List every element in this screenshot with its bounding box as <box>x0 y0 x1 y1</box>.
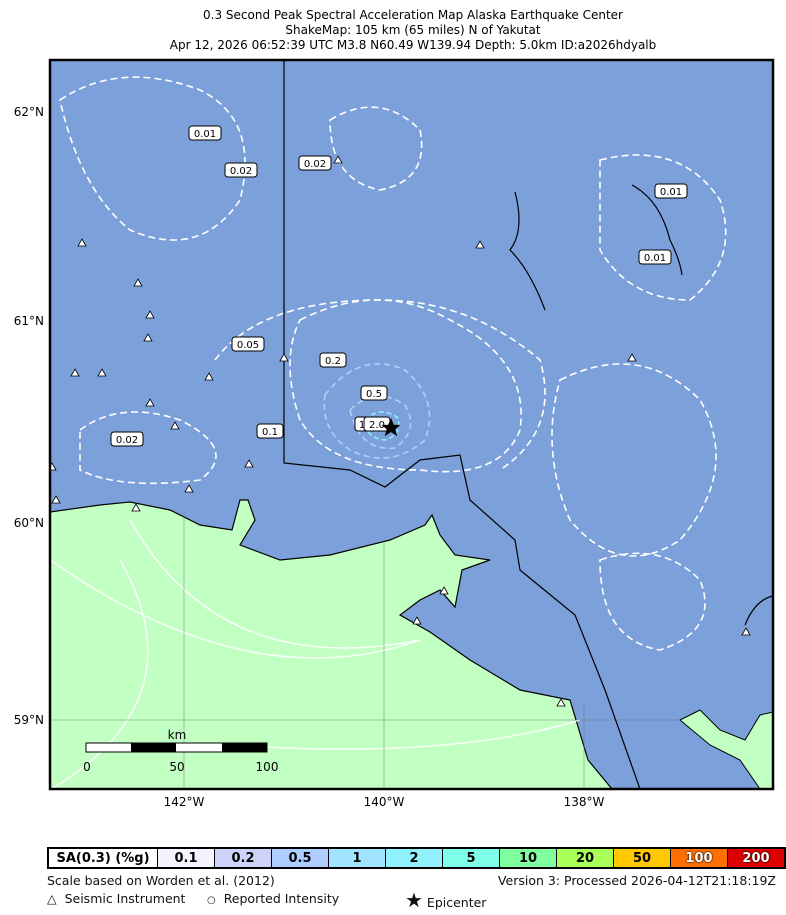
seismic-station-triangle-icon <box>97 368 107 377</box>
svg-text:2.0: 2.0 <box>369 420 385 431</box>
contour-label: 2.0 <box>363 416 391 432</box>
contour-label: 0.05 <box>231 336 265 352</box>
seismic-station-triangle-icon <box>556 698 566 707</box>
lon-tick: 140°W <box>364 795 405 809</box>
border-line <box>283 60 641 789</box>
legend-bin: 20 <box>556 849 613 867</box>
ocean-area <box>50 499 613 789</box>
contour-label: 0.2 <box>319 352 347 368</box>
seismic-station-triangle-icon <box>145 398 155 407</box>
seismic-station-triangle-icon <box>412 616 422 625</box>
legend-bin: 2 <box>385 849 442 867</box>
seismic-station-triangle-icon <box>77 238 87 247</box>
svg-text:0.01: 0.01 <box>194 129 216 140</box>
svg-text:0.02: 0.02 <box>304 159 326 170</box>
contour-label: 0.1 <box>256 423 284 439</box>
svg-text:0.1: 0.1 <box>262 427 278 438</box>
epicenter-label: Epicenter <box>426 895 487 910</box>
legend-bin: 10 <box>499 849 556 867</box>
contour-label: 0.01 <box>188 125 222 141</box>
lon-tick: 142°W <box>164 795 205 809</box>
svg-text:0.02: 0.02 <box>116 435 138 446</box>
seismic-station-triangle-icon <box>627 353 637 362</box>
seismic-station-triangle-icon <box>133 278 143 287</box>
svg-text:0.01: 0.01 <box>660 187 682 198</box>
seismic-station-triangle-icon <box>145 310 155 319</box>
shakemap: 0.01 0.02 0.02 0.01 0.01 0.05 0.2 0.5 1 2.0 0.1 0.0… <box>14 58 775 809</box>
lat-tick: 60°N <box>14 516 44 530</box>
map-title: 0.3 Second Peak Spectral Acceleration Ma… <box>0 8 786 53</box>
intensity-legend: SA(0.3) (%g) 0.1 0.2 0.5 1 2 5 10 20 50 100 200 <box>47 847 786 869</box>
contour-label: 0.01 <box>638 249 672 265</box>
scale-tick: 0 <box>83 760 91 774</box>
seismic-station-triangle-icon <box>143 333 153 342</box>
legend-bin: 1 <box>328 849 385 867</box>
seismic-station-triangle-icon <box>170 421 180 430</box>
contours <box>59 76 727 651</box>
seismic-station-triangle-icon <box>279 353 289 362</box>
svg-text:0.05: 0.05 <box>237 340 259 351</box>
legend-bin: 0.5 <box>271 849 328 867</box>
seismic-instrument-label: Seismic Instrument <box>64 891 186 906</box>
lat-tick: 62°N <box>14 105 44 119</box>
svg-text:0.5: 0.5 <box>366 389 382 400</box>
svg-text:0.01: 0.01 <box>644 253 666 264</box>
lat-tick: 61°N <box>14 314 44 328</box>
contour-label: 0.02 <box>110 431 144 447</box>
seismic-station-triangle-icon <box>244 459 254 468</box>
contour-label: 0.5 <box>360 385 388 401</box>
seismic-station-triangle-icon <box>70 368 80 377</box>
contour-label: 0.01 <box>654 183 688 199</box>
scale-tick: 50 <box>169 760 184 774</box>
seismic-station-triangle-icon <box>184 484 194 493</box>
circle-icon: ○ <box>207 895 216 906</box>
seismic-station-triangle-icon <box>439 586 449 595</box>
triangle-icon: △ <box>47 891 57 906</box>
legend-header: SA(0.3) (%g) <box>49 849 157 867</box>
legend-bin: 0.2 <box>214 849 271 867</box>
scale-bar: km 0 50 100 <box>83 728 278 774</box>
seismic-station-triangle-icon <box>51 495 61 504</box>
svg-text:0.02: 0.02 <box>230 166 252 177</box>
title-line-3: Apr 12, 2026 06:52:39 UTC M3.8 N60.49 W1… <box>169 38 657 52</box>
legend-bin: 5 <box>442 849 499 867</box>
contour-label: 0.02 <box>298 155 332 171</box>
lon-tick: 138°W <box>564 795 605 809</box>
map-frame <box>48 58 775 791</box>
seismic-station-triangle-icon <box>50 462 57 471</box>
legend-bin: 200 <box>727 849 784 867</box>
svg-text:0.2: 0.2 <box>325 356 341 367</box>
svg-text:1: 1 <box>359 420 365 431</box>
title-line-1: 0.3 Second Peak Spectral Acceleration Ma… <box>203 8 623 22</box>
contour-label: 0.02 <box>224 162 258 178</box>
scale-note: Scale based on Worden et al. (2012) <box>47 873 275 888</box>
seismic-station-triangle-icon <box>204 372 214 381</box>
star-icon: ★ <box>405 888 423 912</box>
legend-bin: 50 <box>613 849 670 867</box>
lat-tick: 59°N <box>14 713 44 727</box>
scale-unit: km <box>168 728 187 742</box>
legend-bin: 0.1 <box>157 849 214 867</box>
scale-tick: 100 <box>256 760 279 774</box>
seismic-station-triangle-icon <box>131 503 141 512</box>
seismic-station-triangle-icon <box>475 240 485 249</box>
legend-bin: 100 <box>670 849 727 867</box>
version-info: Version 3: Processed 2026-04-12T21:18:19… <box>497 873 776 888</box>
epicenter-star-icon <box>381 418 401 437</box>
title-line-2: ShakeMap: 105 km (65 miles) N of Yakutat <box>285 23 541 37</box>
reported-intensity-label: Reported Intensity <box>223 891 340 906</box>
seismic-station-triangle-icon <box>333 155 343 164</box>
seismic-station-triangle-icon <box>741 627 751 636</box>
